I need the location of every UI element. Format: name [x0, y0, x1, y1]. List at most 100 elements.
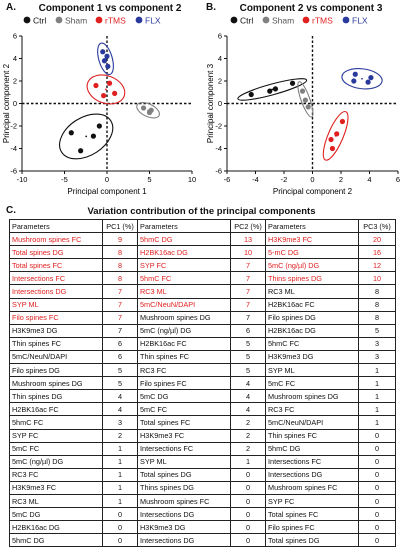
confidence-ellipse-ctrl [237, 78, 308, 101]
table-parameter-cell: Total spines DG [137, 467, 231, 482]
panel-b-letter: B. [206, 2, 216, 13]
centroid-sham [304, 98, 307, 101]
table-parameter-cell: Filo spines DG [9, 363, 103, 378]
table-parameter-cell: Mushroom spines DG [265, 389, 359, 404]
table-parameter-cell: 5mC/NeuN/DAPI [137, 297, 231, 312]
legend-marker-rtms [302, 16, 310, 24]
data-point-flx [104, 53, 110, 59]
confidence-ellipse-sham [136, 102, 160, 119]
x-tick-label: -6 [224, 175, 231, 184]
table-parameter-cell: Total spines FC [137, 415, 231, 430]
table-value-cell: 0 [230, 467, 266, 482]
data-point-flx [368, 75, 374, 81]
table-parameter-cell: 5hmC DG [265, 441, 359, 456]
table-value-cell: 7 [230, 271, 266, 286]
y-tick-label: 0 [13, 99, 17, 108]
centroid-flx [361, 77, 363, 80]
table-row: Filo spines FC 7 Mushroom spines DG 7 Filo s… [9, 310, 396, 325]
data-point-rtms [328, 136, 334, 143]
x-tick-label: 0 [310, 175, 314, 184]
table-value-cell: 2 [230, 428, 266, 443]
x-tick-label: -2 [281, 175, 288, 184]
legend-label-flx: FLX [352, 16, 368, 26]
table-value-cell: 7 [102, 323, 138, 338]
table-parameter-cell: Intersections FC [9, 271, 103, 286]
table-parameter-cell: H2BK16ac FC [9, 402, 103, 417]
pca-plot-component1-vs-2: Ctrl Sham rTMS FLX -10 -5 0 5 10 -6 -4 -2 0 2 4 6 Princi… [2, 16, 196, 197]
table-value-cell: 1 [102, 441, 138, 456]
legend-marker-flx [342, 16, 350, 24]
x-tick-label: 6 [396, 175, 400, 184]
x-tick-label: 10 [188, 175, 196, 184]
table-value-cell: 0 [230, 507, 266, 522]
table-parameter-cell: SYP FC [265, 493, 359, 509]
table-value-cell: 8 [102, 271, 138, 286]
table-row: SYP FC 2 H3K9me3 FC 2 Thin spines FC 0 [9, 428, 396, 443]
legend-marker-ctrl [23, 16, 31, 24]
table-parameter-cell: H2BK16ac FC [265, 297, 359, 312]
x-axis-label: Principal component 2 [273, 187, 353, 196]
table-value-cell: 10 [230, 245, 266, 260]
table-value-cell: 5 [230, 349, 266, 365]
table-value-cell: 0 [358, 520, 396, 535]
data-point-ctrl [78, 148, 84, 154]
table-parameter-cell: Mushroom spines FC [137, 493, 231, 509]
table-parameter-cell: SYP ML [137, 454, 231, 469]
table-parameter-cell: 5mC FC [265, 376, 359, 391]
table-value-cell: 7 [230, 310, 266, 325]
table-parameter-cell: Total spines DG [9, 245, 103, 260]
confidence-ellipse-sham [297, 81, 314, 118]
table-parameter-cell: H3K9me3 FC [9, 480, 103, 495]
data-point-sham [140, 105, 147, 111]
table-value-cell: 4 [230, 389, 266, 404]
data-point-rtms [101, 93, 107, 99]
table-row: 5mC (ng/µl) DG 1 SYP ML 1 Intersections FC 0 [9, 454, 396, 469]
data-point-rtms [112, 90, 118, 96]
data-point-ctrl [68, 130, 74, 136]
table-value-cell: 12 [358, 258, 396, 273]
table-parameter-cell: Total spines FC [265, 507, 359, 522]
table-parameter-cell: RC3 ML [265, 284, 359, 299]
table-parameter-cell: Total spines DG [265, 533, 359, 548]
centroid-sham [147, 109, 149, 112]
y-tick-label: 4 [218, 54, 222, 63]
table-value-cell: 3 [358, 336, 396, 351]
panel-a-title: Component 1 vs component 2 [38, 3, 182, 14]
table-parameter-cell: Thin spines FC [137, 349, 231, 365]
x-tick-label: 0 [105, 175, 109, 184]
table-parameter-cell: 5hmC DG [9, 533, 103, 548]
table-value-cell: 1 [230, 454, 266, 469]
table-header-cell: Parameters [9, 218, 103, 234]
table-row: 5hmC DG 0 Intersections DG 0 Total spines DG… [9, 533, 396, 548]
table-parameter-cell: 5mC FC [137, 402, 231, 417]
table-parameter-cell: 5hmC FC [137, 271, 231, 286]
table-row: H2BK16ac FC 4 5mC FC 4 RC3 FC 1 [9, 402, 396, 417]
x-tick-label: -4 [252, 175, 259, 184]
table-parameter-cell: H3K9me3 DG [9, 323, 103, 338]
table-header-cell: PC3 (%) [358, 218, 396, 234]
table-parameter-cell: Thin spines DG [9, 389, 103, 404]
y-axis-label: Principal component 3 [206, 63, 215, 143]
table-parameter-cell: Intersections DG [137, 533, 231, 548]
table-parameter-cell: H2BK16ac DG [137, 245, 231, 260]
table-row: Total spines DG 8 H2BK16ac DG 10 5-mC DG 16 [9, 245, 396, 260]
table-parameter-cell: 5mC (ng/µl) DG [9, 454, 103, 469]
table-parameter-cell: Mushroom spines FC [9, 232, 103, 247]
table-value-cell: 3 [358, 349, 396, 365]
data-point-ctrl [248, 91, 254, 98]
table-parameter-cell: RC3 FC [265, 402, 359, 417]
table-row: H3K9me3 FC 1 Thins spines DG 0 Mushroom spin… [9, 480, 396, 495]
y-tick-label: -6 [215, 167, 222, 176]
table-parameter-cell: Intersections DG [137, 507, 231, 522]
legend-marker-sham [262, 16, 270, 24]
table-parameter-cell: Thins spines DG [265, 271, 359, 286]
table-value-cell: 1 [358, 415, 396, 430]
table-value-cell: 5 [230, 336, 266, 351]
y-tick-label: 6 [218, 32, 222, 41]
confidence-ellipse-rtms [322, 110, 349, 161]
table-row: 5mC DG 0 Intersections DG 0 Total spines FC 0 [9, 507, 396, 522]
table-parameter-cell: 5hmC FC [265, 336, 359, 351]
data-point-ctrl [90, 133, 96, 139]
panel-a-letter: A. [6, 2, 16, 13]
table-value-cell: 1 [358, 402, 396, 417]
